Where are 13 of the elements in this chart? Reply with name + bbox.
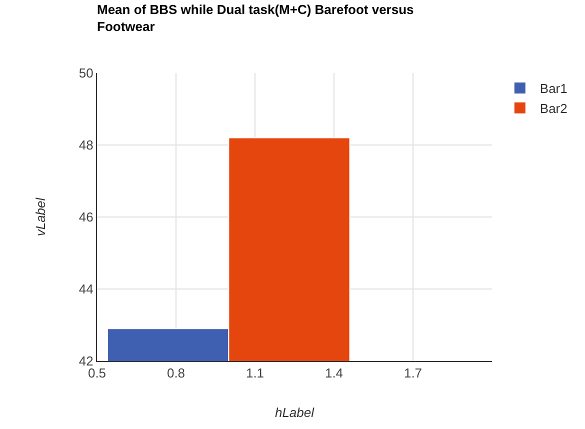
x-tick-label: 1.1 (246, 366, 264, 381)
y-tick-label: 48 (78, 138, 94, 153)
legend-label: Bar1 (540, 81, 568, 96)
chart-title: Mean of BBS while Dual task(M+C) Barefoot versus Footwear (97, 2, 414, 34)
x-axis-title: hLabel (274, 405, 316, 420)
x-tick-label: 1.7 (404, 366, 422, 381)
x-tick-label: 1.4 (324, 366, 344, 381)
y-axis-title: vLabel (32, 196, 48, 236)
y-tick-label: 46 (78, 210, 94, 225)
y-tick-label: 50 (78, 66, 94, 81)
x-tick-label: 0.8 (166, 366, 186, 381)
legend-label: Bar2 (540, 100, 568, 116)
y-tick-label: 44 (78, 282, 94, 297)
